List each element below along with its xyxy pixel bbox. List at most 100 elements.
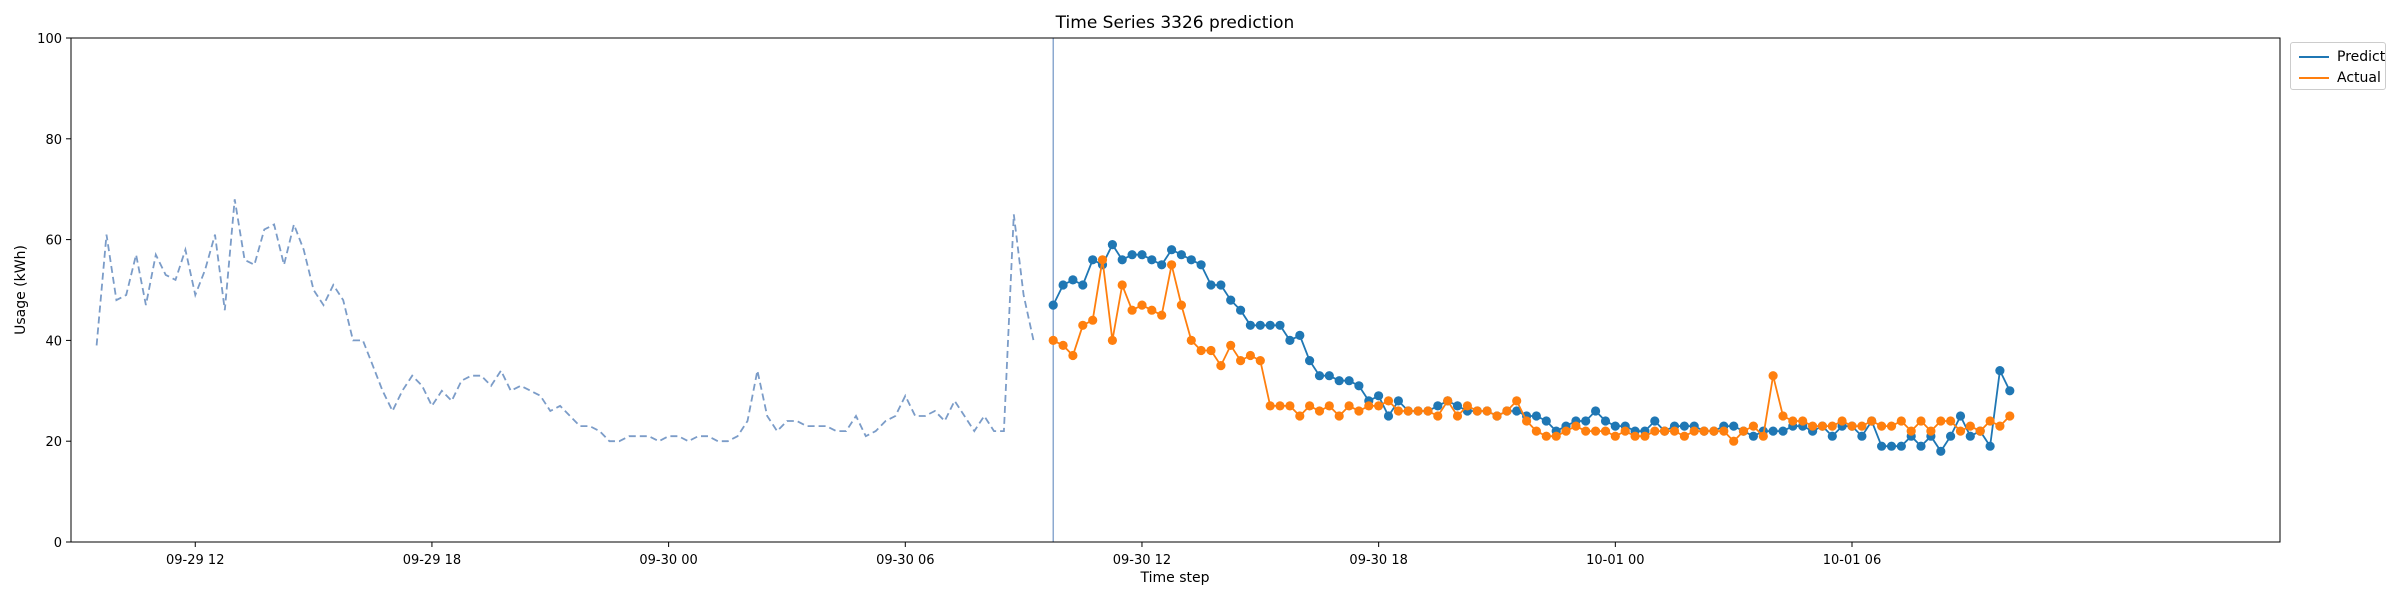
data-point-predict [1679,421,1689,431]
data-point-predict [1344,376,1354,386]
data-point-actual [1482,406,1492,416]
data-point-predict [1157,260,1167,270]
data-point-predict [1107,240,1117,250]
data-point-actual [1669,426,1680,436]
data-point-actual [1808,421,1818,431]
data-point-actual [1936,416,1946,426]
data-point-actual [1176,300,1186,310]
data-point-actual [1127,305,1137,315]
plot-frame [70,37,2281,543]
data-point-predict [1916,441,1926,451]
data-point-predict [1275,320,1285,330]
x-axis-label: Time step [1140,570,1210,586]
data-point-actual [1768,371,1778,381]
data-point-actual [1541,431,1551,441]
data-point-predict [1186,255,1196,265]
data-point-predict [1995,366,2005,376]
data-point-actual [1226,340,1236,350]
data-point-predict [1729,421,1739,431]
y-tick-label: 0 [54,536,62,551]
data-point-predict [1946,431,1956,441]
data-point-actual [1265,401,1275,411]
data-point-predict [1058,280,1068,290]
plot-area [95,38,2015,542]
data-point-actual [1886,421,1897,431]
data-point-predict [1295,330,1305,340]
data-point-actual [1926,426,1936,436]
data-point-predict [1088,255,1098,265]
data-point-predict [1314,371,1325,381]
data-point-predict [1433,401,1443,411]
data-point-actual [1896,416,1906,426]
data-point-actual [1383,396,1394,406]
data-point-actual [1157,310,1167,320]
data-point-actual [1344,401,1354,411]
data-point-predict [1176,250,1186,260]
data-point-actual [1847,421,1857,431]
data-point-actual [1660,426,1670,436]
data-point-predict [1127,250,1137,260]
data-point-predict [1650,416,1660,426]
y-tick-label: 20 [45,435,62,450]
data-point-actual [1443,396,1453,406]
legend-swatch-predict [2299,56,2329,58]
legend-label-predict: Predict [2337,49,2386,65]
data-point-actual [1048,335,1058,345]
data-point-predict [1324,371,1334,381]
data-point-actual [1798,416,1808,426]
data-point-actual [1295,411,1305,421]
data-point-actual [1068,350,1078,361]
data-point-predict [1285,335,1295,345]
y-tick-label: 40 [45,334,62,349]
data-point-actual [1147,305,1157,315]
y-tick-label: 100 [37,32,62,47]
data-point-predict [1748,431,1758,441]
data-point-actual [1758,431,1768,441]
data-point-actual [1364,401,1374,411]
data-point-actual [1324,401,1334,411]
data-point-actual [1492,411,1502,421]
data-point-actual [1236,356,1246,366]
data-point-actual [1512,396,1522,406]
data-point-actual [1778,411,1788,421]
chart-title: Time Series 3326 prediction [1055,13,1295,33]
y-tick-label: 80 [45,133,62,148]
data-point-actual [1058,340,1068,350]
series-line-predict [1052,242,2011,453]
data-point-predict [1886,441,1897,451]
data-point-actual [1196,345,1206,356]
data-point-predict [1531,411,1541,421]
data-point-actual [1699,426,1709,436]
data-point-actual [1946,416,1956,426]
data-point-actual [1600,426,1611,436]
data-point-actual [1837,416,1847,426]
data-point-actual [1334,411,1344,421]
data-point-actual [1275,401,1285,411]
x-tick-label: 09-30 18 [1349,553,1407,568]
data-point-actual [1689,426,1699,436]
data-point-predict [1936,446,1946,456]
data-point-actual [1788,416,1798,426]
data-point-predict [1541,416,1551,426]
data-point-actual [1877,421,1887,431]
data-point-predict [1827,431,1837,441]
data-point-predict [1591,406,1601,416]
data-point-actual [1078,320,1088,330]
data-point-actual [1719,426,1729,436]
x-tick-label: 10-01 00 [1586,553,1644,568]
data-point-predict [1955,411,1966,421]
data-point-actual [1423,406,1433,416]
data-point-actual [1403,406,1413,416]
data-point-predict [1196,260,1206,270]
data-point-actual [1186,335,1196,345]
data-point-predict [1206,280,1216,290]
series-actual [1048,255,2015,446]
data-point-actual [1975,426,1985,436]
legend-item-actual: Actual [2299,68,2381,88]
data-point-actual [1374,401,1384,411]
data-point-actual [1738,426,1749,436]
data-point-predict [1147,255,1157,265]
data-point-actual [1679,431,1689,441]
data-point-actual [1571,421,1581,431]
data-point-predict [1610,421,1620,431]
